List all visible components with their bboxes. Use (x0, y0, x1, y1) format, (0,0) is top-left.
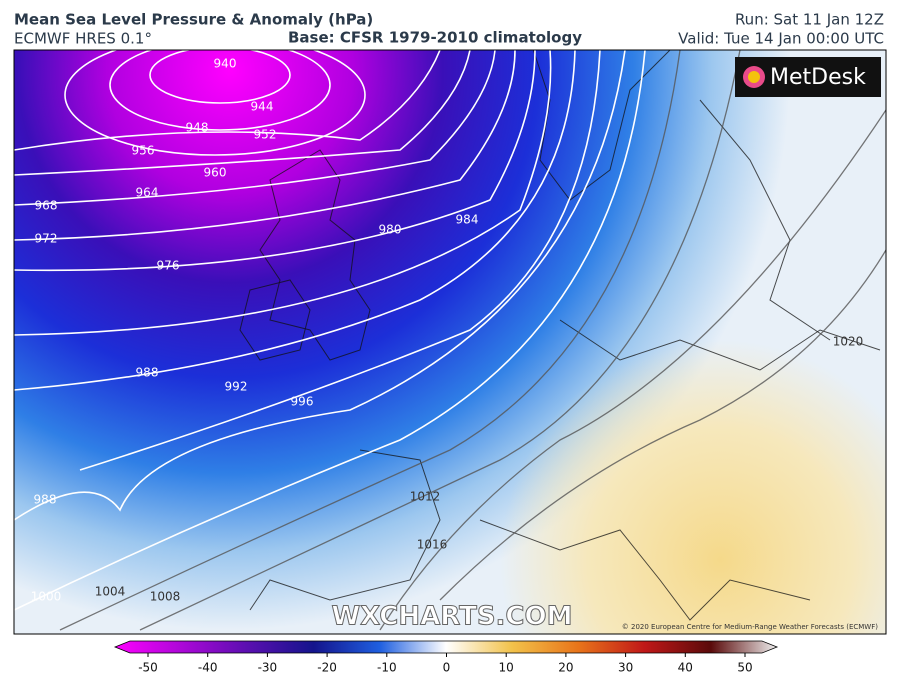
colorbar-tick-label: 40 (678, 661, 693, 675)
colorbar: -50 -40 -30 -20 -10 0 10 20 30 40 50 (113, 640, 779, 675)
isobar-label: 980 (379, 223, 402, 237)
isobar-label: 952 (254, 128, 277, 142)
isobar-label: 944 (251, 100, 274, 114)
isobar-label: 960 (204, 166, 227, 180)
isobar-label: 940 (214, 57, 237, 71)
isobar-label: 968 (35, 199, 58, 213)
isobar-label: 984 (456, 213, 479, 227)
isobar-label: 1012 (410, 490, 441, 504)
valid: Valid: Tue 14 Jan 00:00 UTC (678, 30, 884, 48)
colorbar-tick-label: 20 (558, 661, 573, 675)
colorbar-tick-label: -20 (317, 661, 337, 675)
colorbar-tick-label: -30 (258, 661, 278, 675)
isobar-label: 964 (136, 186, 159, 200)
map: 940 944 948 952 956 960 964 968 972 976 980 984 988 9… (14, 50, 886, 634)
watermark: WXCHARTS.COM (331, 602, 572, 632)
isobars (14, 50, 886, 631)
isobar-label: 972 (35, 232, 58, 246)
isobar-label: 988 (136, 366, 159, 380)
colorbar-bar (113, 640, 779, 654)
isobar-label: 1020 (833, 335, 864, 349)
logo-icon (748, 71, 760, 83)
colorbar-tick-label: -10 (377, 661, 397, 675)
isobar-label: 1004 (95, 585, 126, 599)
isobar-label: 1016 (417, 538, 448, 552)
isobar-labels: 940 944 948 952 956 960 964 968 972 976 980 984 988 9… (31, 57, 864, 604)
logo: MetDesk (770, 65, 866, 90)
colorbar-tick-label: -40 (198, 661, 218, 675)
title: Mean Sea Level Pressure & Anomaly (hPa) (14, 11, 373, 29)
isobar-label: 1008 (150, 590, 181, 604)
isobar-label: 1000 (31, 590, 62, 604)
isobar-label: 948 (186, 121, 209, 135)
colorbar-tick-label: -50 (138, 661, 158, 675)
isobar-label: 976 (157, 259, 180, 273)
model: ECMWF HRES 0.1° (14, 30, 152, 48)
isobar-label: 996 (291, 395, 314, 409)
colorbar-tick-label: 10 (499, 661, 514, 675)
copyright: © 2020 European Centre for Medium-Range … (622, 623, 878, 631)
colorbar-tick-label: 0 (443, 661, 451, 675)
warm-anomaly (14, 50, 886, 634)
map-frame (13, 49, 887, 635)
colorbar-tick-label: 30 (618, 661, 633, 675)
isobar-label: 988 (34, 493, 57, 507)
base: Base: CFSR 1979-2010 climatology (288, 29, 582, 47)
run: Run: Sat 11 Jan 12Z (735, 11, 884, 29)
isobar-label: 992 (225, 380, 248, 394)
colorbar-tick-label: 50 (737, 661, 752, 675)
isobar-label: 956 (132, 144, 155, 158)
